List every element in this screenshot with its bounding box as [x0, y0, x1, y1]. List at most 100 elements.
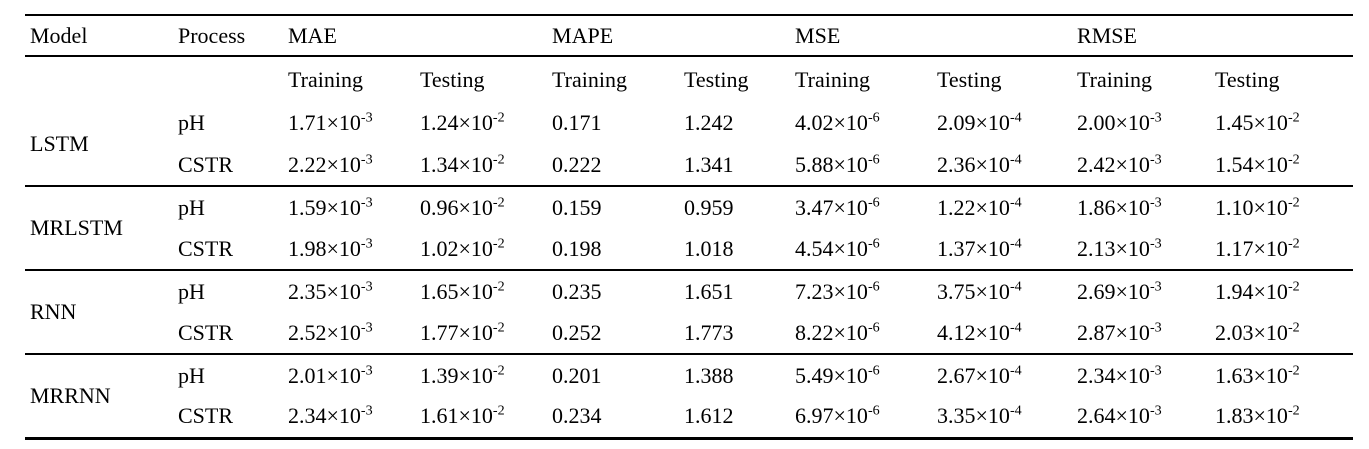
- value-base: 1.10×10: [1215, 194, 1288, 220]
- metric-value-cell: 2.52×10-3: [283, 312, 415, 355]
- value-exponent: -2: [492, 402, 505, 419]
- value-base: 1.24×10: [420, 110, 493, 135]
- value-base: 1.59×10: [288, 194, 361, 220]
- value-exponent: -6: [867, 151, 880, 168]
- metric-value-cell: 1.773: [679, 312, 791, 355]
- process-name: pH: [178, 194, 205, 220]
- metric-value-cell: 1.65×10-2: [415, 270, 547, 312]
- value-base: 1.651: [684, 278, 734, 304]
- metric-value-cell: 2.67×10-4: [932, 354, 1072, 396]
- subheader-rmse-training: Training: [1077, 66, 1152, 92]
- metric-value-cell: 3.75×10-4: [932, 270, 1072, 312]
- row-mrlstm-cstr: CSTR 1.98×10-3 1.02×10-2 0.198 1.018 4.5…: [25, 228, 1354, 271]
- value-exponent: -3: [1149, 151, 1162, 168]
- value-exponent: -3: [1149, 194, 1162, 211]
- value-base: 1.98×10: [288, 235, 361, 261]
- value-base: 0.96×10: [420, 194, 493, 220]
- metric-value-cell: 1.37×10-4: [932, 228, 1073, 271]
- subheader-mse-training: Training: [795, 66, 870, 92]
- value-exponent: -4: [1009, 235, 1022, 252]
- col-header-mae: MAE: [283, 15, 548, 57]
- value-base: 4.02×10: [795, 110, 868, 135]
- metric-value-cell: 2.36×10-4: [932, 144, 1073, 187]
- value-base: 3.75×10: [937, 278, 1010, 304]
- value-base: 2.35×10: [288, 278, 361, 304]
- value-exponent: -2: [1287, 319, 1300, 336]
- value-exponent: -3: [360, 402, 373, 419]
- value-exponent: -4: [1009, 319, 1022, 336]
- value-exponent: -6: [867, 319, 880, 336]
- metric-value-cell: 2.03×10-2: [1210, 312, 1354, 355]
- value-base: 2.09×10: [937, 110, 1010, 135]
- value-base: 1.45×10: [1215, 110, 1288, 135]
- metric-value-cell: 1.018: [679, 228, 791, 271]
- process-name: CSTR: [173, 144, 283, 187]
- value-base: 2.03×10: [1215, 319, 1288, 345]
- value-base: 0.198: [552, 235, 602, 261]
- row-mrlstm-ph: MRLSTM pH 1.59×10-3 0.96×10-2 0.159 0.95…: [25, 186, 1353, 271]
- value-base: 0.201: [552, 362, 602, 388]
- row-lstm-cstr: CSTR 2.22×10-3 1.34×10-2 0.222 1.341 5.8…: [25, 144, 1354, 187]
- value-base: 2.36×10: [937, 151, 1010, 177]
- subheader-mse-testing: Testing: [937, 66, 1002, 92]
- value-exponent: -3: [360, 194, 373, 211]
- value-base: 4.12×10: [937, 319, 1010, 345]
- value-exponent: -4: [1009, 362, 1022, 379]
- metric-value-cell: 1.71×10-3: [283, 102, 415, 144]
- metric-value-cell: 4.12×10-4: [932, 312, 1073, 355]
- metric-value-cell: 5.88×10-6: [790, 144, 933, 187]
- value-base: 8.22×10: [795, 319, 868, 345]
- value-exponent: -2: [1287, 402, 1300, 419]
- metric-value-cell: 1.17×10-2: [1210, 228, 1354, 271]
- value-exponent: -6: [867, 194, 880, 211]
- subheader-mape-training: Training: [552, 66, 627, 92]
- value-base: 2.87×10: [1077, 319, 1150, 345]
- value-base: 2.01×10: [288, 362, 361, 388]
- metric-value-cell: 0.252: [547, 312, 680, 355]
- model-name: LSTM: [25, 102, 173, 187]
- value-exponent: -6: [867, 362, 880, 379]
- header-spacer-process: [173, 56, 283, 102]
- value-exponent: -3: [360, 109, 373, 126]
- value-base: 1.77×10: [420, 319, 493, 345]
- value-base: 2.13×10: [1077, 235, 1150, 261]
- value-base: 2.42×10: [1077, 151, 1150, 177]
- row-mrrnn-cstr: CSTR 2.34×10-3 1.61×10-2 0.234 1.612 6.9…: [25, 396, 1353, 438]
- value-base: 2.67×10: [937, 362, 1010, 388]
- value-base: 0.171: [552, 110, 602, 135]
- value-base: 1.242: [684, 110, 734, 135]
- metric-value-cell: 6.97×10-6: [790, 396, 932, 438]
- value-base: 1.86×10: [1077, 194, 1150, 220]
- metric-value-cell: 0.96×10-2: [415, 186, 547, 228]
- value-exponent: -6: [867, 109, 880, 126]
- value-exponent: -3: [1149, 319, 1162, 336]
- metric-value-cell: 0.234: [547, 396, 679, 438]
- metric-value-cell: 1.45×10-2: [1210, 102, 1353, 144]
- value-exponent: -2: [492, 278, 505, 295]
- metric-value-cell: 1.612: [679, 396, 790, 438]
- value-base: 1.612: [684, 403, 734, 429]
- model-metrics-table: Model Process MAE MAPE MSE RMSE Training…: [25, 14, 1354, 440]
- metric-value-cell: 1.63×10-2: [1210, 354, 1353, 396]
- value-base: 2.00×10: [1077, 110, 1150, 135]
- value-exponent: -2: [492, 319, 505, 336]
- process-name: pH: [178, 278, 205, 304]
- value-base: 0.222: [552, 151, 602, 177]
- model-name: MRLSTM: [25, 186, 173, 271]
- value-exponent: -2: [492, 194, 505, 211]
- value-exponent: -4: [1009, 109, 1022, 126]
- value-exponent: -2: [1287, 194, 1300, 211]
- value-exponent: -2: [1287, 109, 1300, 126]
- metric-value-cell: 0.159: [547, 186, 679, 228]
- metric-value-cell: 1.341: [679, 144, 791, 187]
- subheader-rmse-testing: Testing: [1215, 66, 1280, 92]
- value-base: 1.388: [684, 362, 734, 388]
- header-spacer-model: [25, 56, 173, 102]
- header-row-split: Training Testing Training Testing Traini…: [25, 56, 1353, 102]
- value-base: 5.88×10: [795, 151, 868, 177]
- row-rnn-ph: RNN pH 2.35×10-3 1.65×10-2 0.235 1.651 7…: [25, 270, 1353, 355]
- metric-value-cell: 8.22×10-6: [790, 312, 933, 355]
- metric-value-cell: 2.42×10-3: [1072, 144, 1211, 187]
- metric-value-cell: 2.34×10-3: [283, 396, 415, 438]
- model-name: RNN: [25, 270, 173, 355]
